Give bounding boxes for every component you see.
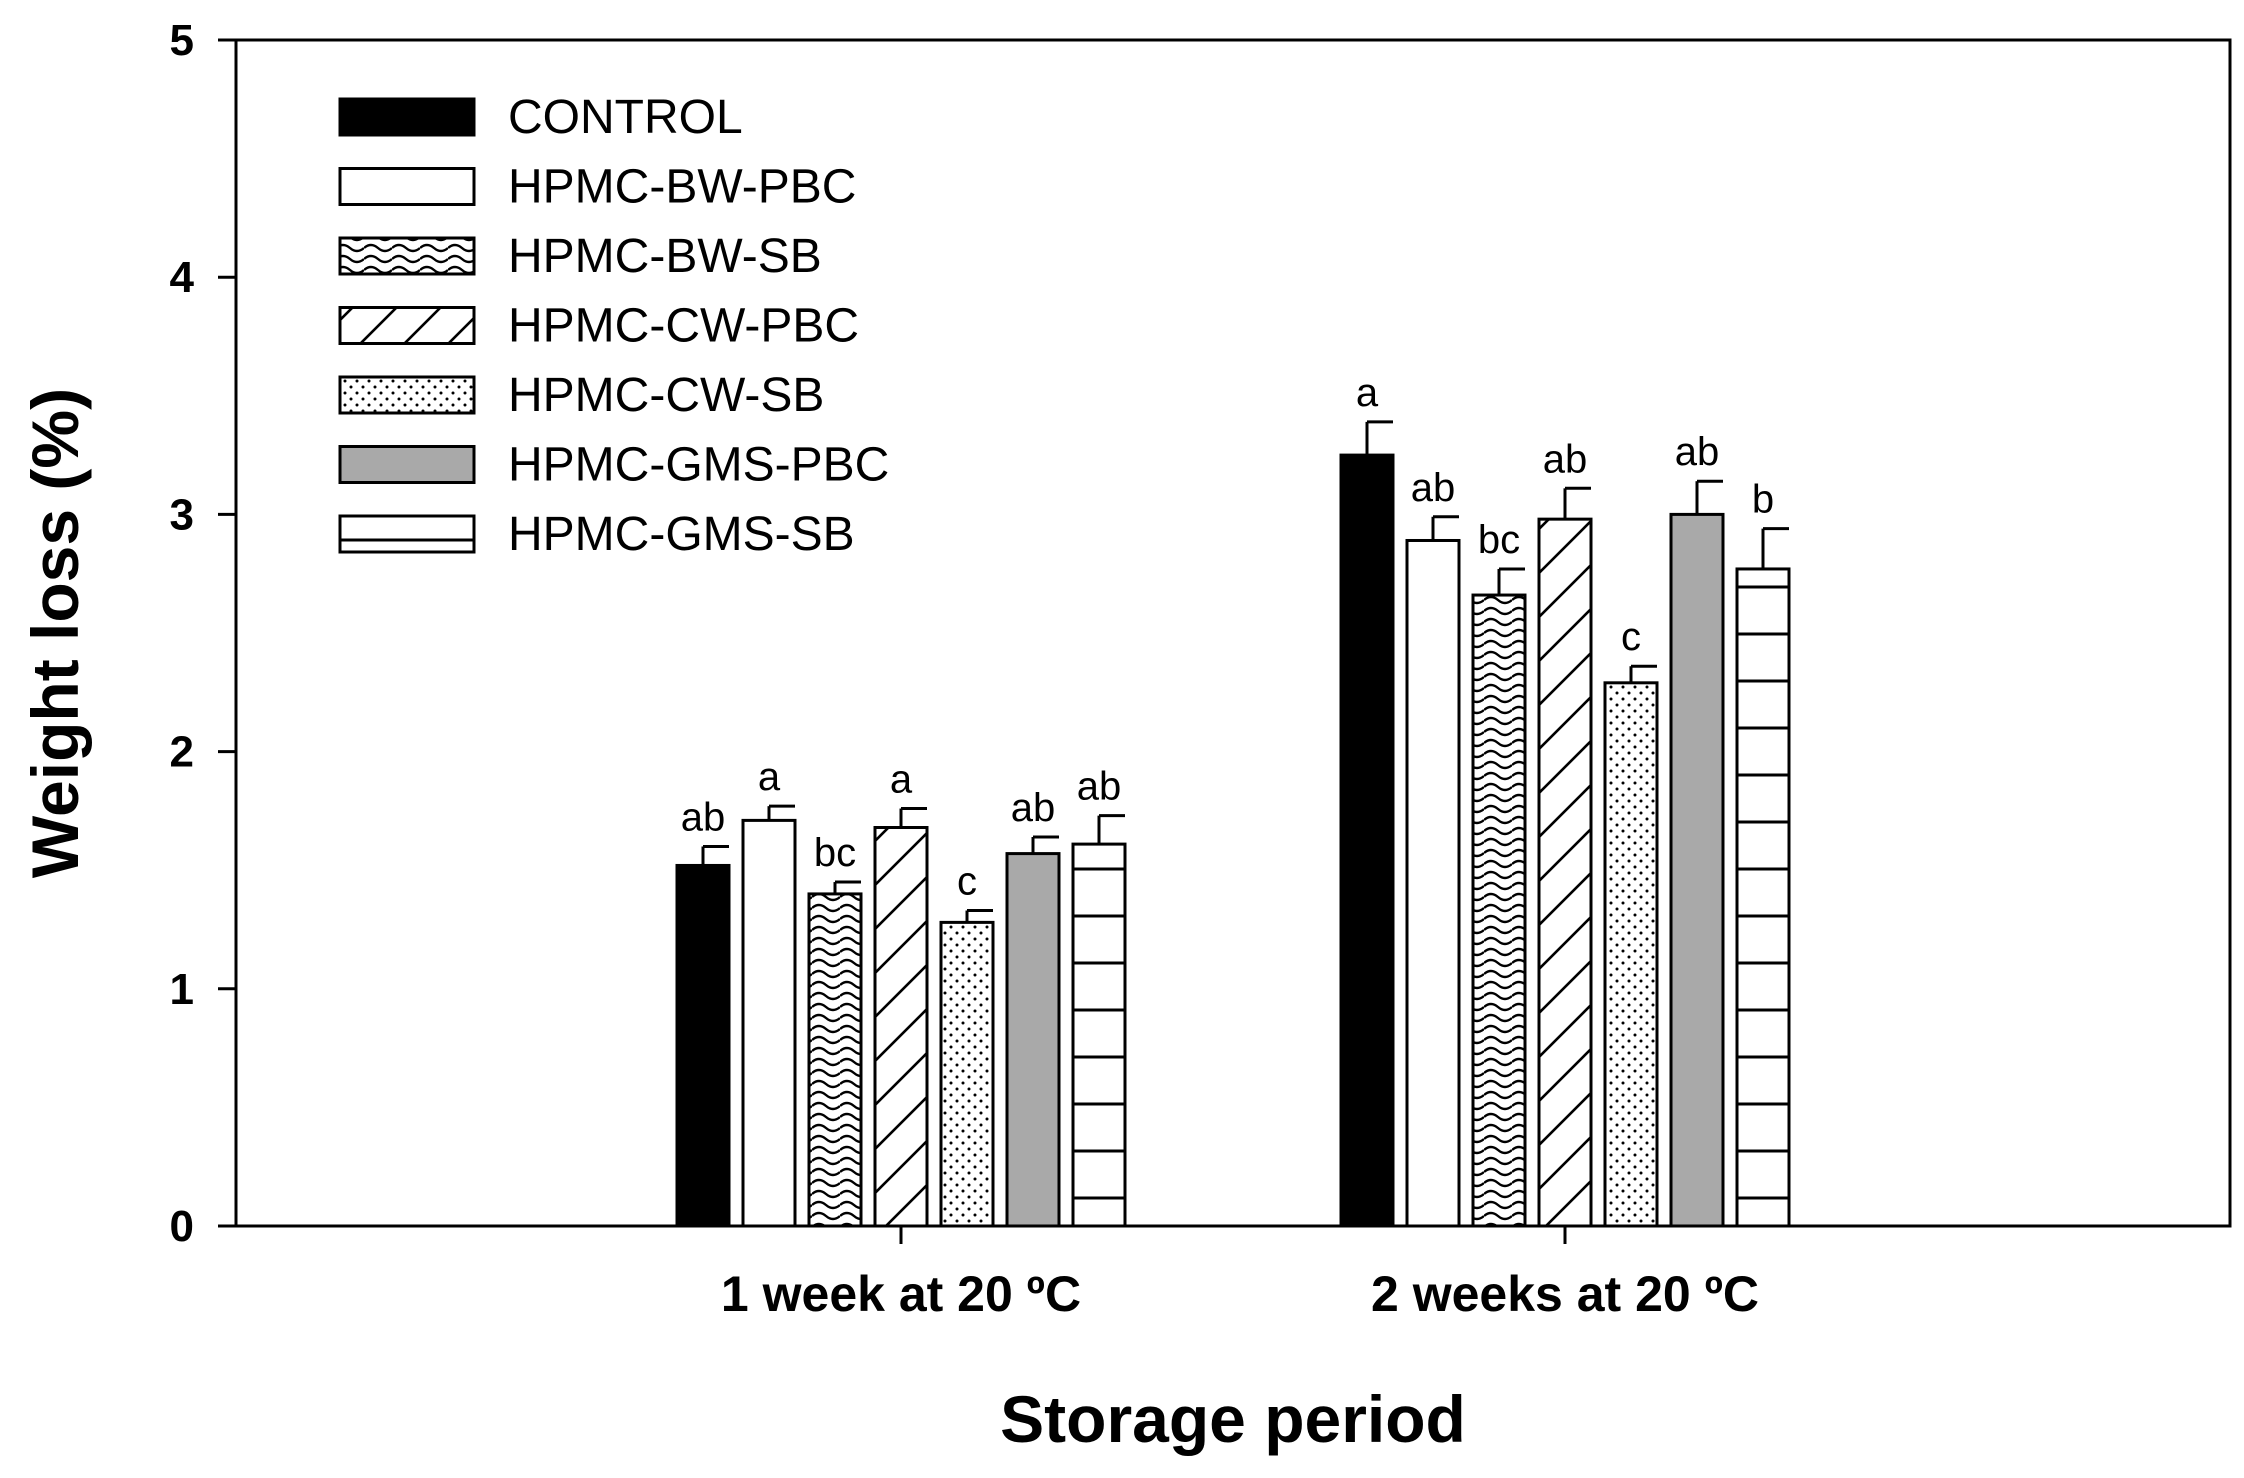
legend-swatch [338,97,476,137]
plot-frame [234,38,2232,1228]
significance-label: a [890,758,913,802]
significance-label: c [1621,615,1641,659]
significance-label: ab [1675,430,1720,474]
bar-hpmc-bw-pbc [1405,538,1461,1228]
bar-hpmc-cw-sb [939,920,995,1228]
significance-label: bc [1478,518,1520,562]
bar-hpmc-bw-pbc [741,818,797,1228]
y-tick-label: 0 [170,1202,194,1251]
bar-hpmc-cw-pbc [873,826,929,1228]
legend-swatch [338,306,476,345]
bar-control [675,863,731,1228]
y-axis-ticks: 0 1 2 3 4 5 [170,16,236,1251]
legend-label: HPMC-CW-SB [508,369,824,422]
significance-label: ab [1543,437,1588,481]
significance-label: a [758,755,781,799]
significance-label: ab [1011,786,1056,830]
legend-swatch [338,375,476,415]
bar-control [1339,453,1395,1228]
bar-hpmc-gms-pbc [1005,852,1061,1228]
legend-swatch [338,236,476,276]
legend: CONTROL HPMC-BW-PBC HPMC-BW-SB HPMC-CW-PBC H… [338,91,889,561]
legend-swatch [338,445,476,484]
legend-label: HPMC-BW-SB [508,230,822,283]
bar-hpmc-bw-sb [807,892,863,1228]
legend-label: HPMC-GMS-SB [508,508,855,561]
bar-hpmc-gms-pbc [1669,512,1725,1228]
bar-hpmc-bw-sb [1471,593,1527,1228]
bar-hpmc-gms-sb [1735,567,1791,1228]
y-axis-title: Weight loss (%) [18,388,92,878]
significance-label: c [957,860,977,904]
x-axis-title: Storage period [1000,1382,1466,1456]
significance-label: ab [1077,765,1122,809]
legend-label: CONTROL [508,91,743,144]
bar-hpmc-cw-sb [1603,681,1659,1228]
legend-swatch [338,167,476,206]
x-category-label: 2 weeks at 20 ºC [1371,1266,1759,1322]
legend-swatch [338,514,476,554]
y-tick-label: 4 [170,253,195,302]
significance-label: ab [681,795,726,839]
significance-label: a [1356,371,1379,415]
bar-hpmc-cw-pbc [1537,517,1593,1228]
significance-label: bc [814,831,856,875]
x-axis-ticks: 1 week at 20 ºC 2 weeks at 20 ºC [721,1226,1759,1322]
legend-label: HPMC-CW-PBC [508,300,859,353]
y-tick-label: 1 [170,965,194,1014]
significance-label: b [1752,478,1774,522]
legend-label: HPMC-BW-PBC [508,161,856,214]
y-tick-label: 2 [170,728,194,777]
legend-label: HPMC-GMS-PBC [508,439,889,492]
bar-hpmc-gms-sb [1071,842,1127,1228]
y-tick-label: 5 [170,16,194,65]
significance-label: ab [1411,466,1456,510]
y-tick-label: 3 [170,490,194,539]
x-category-label: 1 week at 20 ºC [721,1266,1081,1322]
